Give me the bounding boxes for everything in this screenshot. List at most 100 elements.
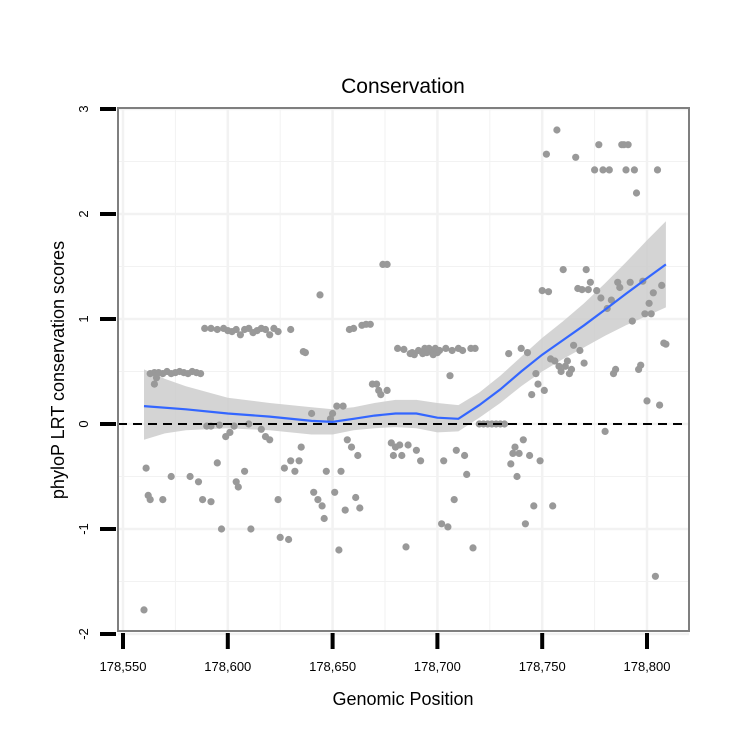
data-point — [570, 341, 578, 349]
data-point — [591, 166, 599, 174]
data-point — [576, 346, 584, 355]
data-point — [329, 409, 337, 418]
data-point — [197, 370, 205, 378]
data-point — [582, 266, 590, 274]
y-axis: -2 -1 0 1 2 3 — [76, 105, 116, 640]
data-point — [412, 446, 420, 454]
data-point — [276, 533, 284, 542]
data-point — [194, 478, 203, 486]
data-point — [471, 344, 479, 352]
data-point — [343, 436, 351, 444]
data-point — [584, 286, 592, 294]
panel-background — [118, 108, 689, 631]
data-point — [215, 421, 223, 429]
chart-title: Conservation — [341, 75, 465, 98]
data-point — [373, 380, 381, 388]
data-point — [337, 467, 345, 475]
data-point — [658, 281, 666, 289]
data-point — [217, 525, 226, 533]
data-point — [316, 291, 324, 299]
data-point — [383, 260, 391, 268]
data-point — [515, 449, 523, 457]
data-point — [580, 359, 588, 367]
data-point — [261, 325, 270, 334]
data-point — [152, 374, 161, 382]
data-point — [647, 310, 655, 318]
data-point — [232, 325, 240, 334]
data-point — [526, 451, 534, 460]
data-point — [601, 427, 609, 435]
x-tick-label: 178,750 — [519, 659, 566, 674]
data-point — [630, 166, 639, 174]
data-point — [356, 504, 364, 512]
data-point — [641, 310, 649, 318]
smooth-trend-line — [143, 263, 667, 424]
data-point — [159, 496, 167, 504]
y-tick-label: 3 — [76, 105, 91, 112]
data-point — [186, 472, 194, 481]
data-point — [649, 289, 657, 297]
data-point — [513, 472, 521, 481]
data-point — [656, 401, 664, 409]
data-point — [287, 457, 295, 465]
data-point — [266, 331, 274, 339]
data-point — [201, 324, 209, 332]
data-point — [461, 451, 469, 460]
data-point — [605, 166, 613, 174]
data-point — [559, 266, 567, 274]
data-point — [507, 460, 515, 468]
data-point — [257, 425, 265, 433]
data-point — [383, 386, 391, 394]
data-point — [322, 467, 330, 475]
data-point — [637, 361, 645, 369]
data-point — [377, 391, 385, 399]
y-tick-label: -1 — [76, 523, 91, 535]
data-point — [417, 457, 425, 465]
data-point — [645, 299, 653, 307]
data-point — [643, 397, 651, 405]
data-point — [350, 324, 358, 332]
data-point — [662, 340, 670, 348]
data-point — [595, 141, 603, 149]
data-point — [459, 346, 467, 355]
data-point — [347, 443, 356, 451]
data-point — [563, 357, 572, 365]
data-point — [207, 498, 215, 506]
data-point — [245, 420, 253, 428]
data-point — [140, 606, 148, 614]
y-tick-label: -2 — [76, 628, 91, 640]
data-point — [446, 372, 454, 380]
data-point — [318, 502, 326, 510]
data-point — [607, 296, 616, 304]
data-point — [366, 320, 374, 328]
data-point — [247, 525, 255, 533]
data-point — [544, 288, 553, 296]
data-point — [567, 365, 576, 373]
data-point — [274, 328, 282, 336]
data-point — [335, 546, 343, 554]
data-point — [402, 543, 410, 551]
confidence-ribbon — [144, 221, 666, 440]
data-point — [532, 370, 540, 378]
data-point — [538, 287, 546, 295]
data-point — [398, 451, 406, 460]
data-point — [404, 441, 412, 449]
data-point — [291, 467, 299, 475]
data-point — [517, 344, 525, 352]
data-point — [450, 496, 458, 504]
data-point — [236, 331, 244, 339]
data-point — [213, 459, 221, 467]
data-point — [287, 325, 295, 334]
x-tick-label: 178,700 — [414, 659, 461, 674]
data-point — [295, 457, 303, 465]
data-point — [213, 325, 221, 334]
data-point — [616, 283, 624, 292]
data-point — [557, 367, 565, 376]
data-point — [394, 344, 402, 352]
data-point — [509, 449, 517, 457]
x-tick-label: 178,800 — [624, 659, 671, 674]
data-point — [226, 428, 234, 436]
data-point — [442, 344, 450, 352]
data-point — [440, 457, 448, 465]
